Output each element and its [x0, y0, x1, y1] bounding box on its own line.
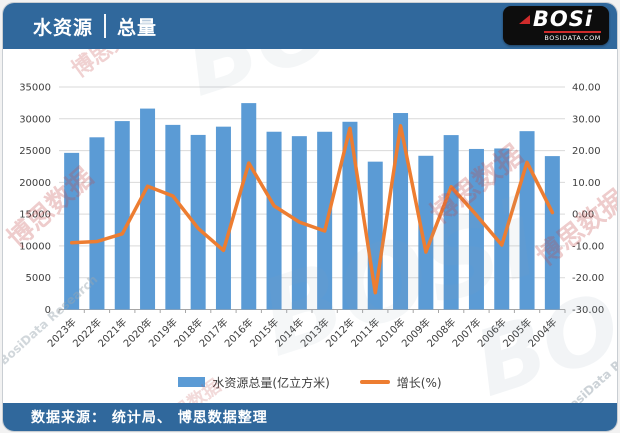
bar-2005年 — [519, 131, 535, 310]
bar-2009年 — [418, 155, 434, 310]
left-axis-tick-label: 35000 — [19, 83, 51, 94]
title-divider — [104, 14, 107, 38]
legend-label-bars: 水资源总量(亿立方米) — [212, 375, 330, 390]
line-series-swatch — [359, 380, 390, 384]
category-label: 2004年 — [525, 315, 559, 349]
logo-triangle-icon — [518, 15, 530, 24]
right-axis-tick-label: 30.00 — [572, 114, 601, 125]
right-axis-tick-label: 10.00 — [572, 178, 601, 189]
bar-2013年 — [317, 131, 333, 310]
bar-2023年 — [64, 152, 80, 310]
chart-legend: 水资源总量(亿立方米) 增长(%) — [3, 372, 617, 392]
bar-2012年 — [342, 121, 358, 310]
data-source-text: 数据来源： 统计局、 博思数据整理 — [31, 410, 268, 426]
bar-2022年 — [89, 137, 105, 310]
left-axis-tick-label: 0 — [45, 305, 51, 316]
left-axis-tick-label: 25000 — [19, 146, 51, 157]
title-left: 水资源 — [33, 16, 94, 39]
bar-2021年 — [114, 121, 130, 310]
legend-item-line: 增长(%) — [359, 374, 442, 391]
title-right: 总量 — [117, 16, 158, 39]
right-axis-tick-label: -20.00 — [572, 273, 604, 284]
left-axis-tick-label: 15000 — [19, 210, 51, 221]
bosidata-logo: BOSi BOSIDATA.COM — [503, 6, 609, 45]
logo-domain: BOSIDATA.COM — [544, 31, 601, 42]
left-axis-tick-label: 20000 — [19, 178, 51, 189]
bar-2015年 — [266, 131, 282, 310]
source-bar: 数据来源： 统计局、 博思数据整理 — [3, 403, 617, 431]
chart-canvas: 0 -30.00 5000 -20.00 10000 -10.00 15000 0.00 200… — [19, 83, 604, 350]
page-title: 水资源 总量 — [33, 13, 157, 40]
bar-2020年 — [140, 108, 156, 310]
legend-item-bars: 水资源总量(亿立方米) — [178, 374, 330, 391]
legend-label-line: 增长(%) — [396, 375, 442, 390]
bar-2016年 — [241, 103, 257, 310]
bar-2019年 — [165, 124, 181, 310]
bar-2017年 — [215, 126, 231, 310]
bar-series-swatch — [178, 377, 206, 387]
bar-2004年 — [544, 156, 560, 310]
bar-2008年 — [443, 135, 459, 310]
combo-chart: 0 -30.00 5000 -20.00 10000 -10.00 15000 0.00 200… — [3, 49, 617, 371]
right-axis-tick-label: 20.00 — [572, 146, 601, 157]
left-axis-tick-label: 30000 — [19, 114, 51, 125]
growth-line — [69, 124, 555, 295]
left-axis-tick-label: 5000 — [26, 273, 51, 284]
logo-wordmark: BOSi — [518, 7, 594, 31]
bar-2010年 — [393, 113, 409, 310]
right-axis-tick-label: 0.00 — [572, 210, 594, 221]
right-axis-tick-label: -30.00 — [572, 305, 604, 316]
bar-2006年 — [494, 148, 510, 310]
right-axis-tick-label: 40.00 — [572, 83, 601, 94]
bar-2018年 — [190, 134, 206, 310]
right-axis-tick-label: -10.00 — [572, 241, 604, 252]
logo-text: BOSi — [532, 7, 594, 31]
bar-2007年 — [468, 148, 484, 310]
left-axis-tick-label: 10000 — [19, 241, 51, 252]
